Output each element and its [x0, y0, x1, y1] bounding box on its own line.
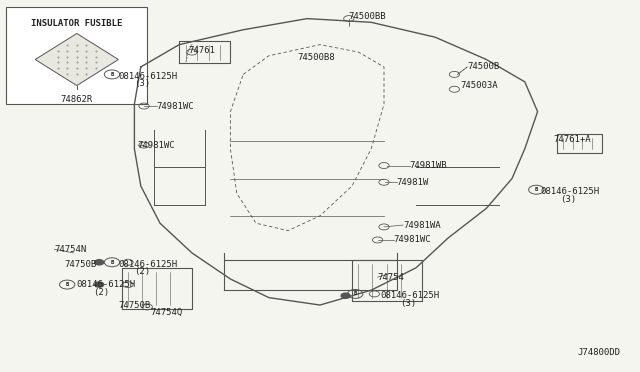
- Text: 745003A: 745003A: [461, 81, 499, 90]
- Text: 74981WC: 74981WC: [157, 102, 195, 110]
- Text: 74981WC: 74981WC: [138, 141, 175, 150]
- Text: 74981WB: 74981WB: [410, 161, 447, 170]
- Text: 74500B8: 74500B8: [298, 53, 335, 62]
- Text: 74754N: 74754N: [54, 245, 86, 254]
- Text: (3): (3): [400, 299, 416, 308]
- Text: (2): (2): [93, 288, 109, 296]
- Text: J74800DD: J74800DD: [578, 348, 621, 357]
- Circle shape: [95, 282, 104, 287]
- Text: 08146-6125H: 08146-6125H: [77, 280, 136, 289]
- Text: 74750B: 74750B: [64, 260, 96, 269]
- Circle shape: [341, 293, 350, 298]
- Text: 74981WC: 74981WC: [394, 235, 431, 244]
- Text: 74754: 74754: [378, 273, 404, 282]
- Text: (2): (2): [134, 267, 150, 276]
- FancyBboxPatch shape: [6, 7, 147, 104]
- Text: 08146-6125H: 08146-6125H: [118, 72, 177, 81]
- Text: (3): (3): [560, 195, 576, 203]
- Text: B: B: [65, 282, 69, 287]
- Text: 08146-6125H: 08146-6125H: [541, 187, 600, 196]
- Text: 74754Q: 74754Q: [150, 308, 182, 317]
- Text: 74750B: 74750B: [118, 301, 150, 310]
- Text: 74981W: 74981W: [397, 178, 429, 187]
- Text: 74981WA: 74981WA: [403, 221, 441, 230]
- Text: 74761: 74761: [189, 46, 216, 55]
- Circle shape: [95, 260, 104, 265]
- Text: 08146-6125H: 08146-6125H: [381, 291, 440, 300]
- Text: 74500B: 74500B: [467, 62, 499, 71]
- Text: 74761+A: 74761+A: [554, 135, 591, 144]
- Text: B: B: [353, 291, 357, 296]
- Polygon shape: [35, 33, 118, 86]
- Text: 08146-6125H: 08146-6125H: [118, 260, 177, 269]
- Text: 74500BB: 74500BB: [349, 12, 387, 21]
- Text: B: B: [110, 72, 114, 77]
- Text: INSULATOR FUSIBLE: INSULATOR FUSIBLE: [31, 19, 122, 28]
- Text: 74862R: 74862R: [61, 95, 93, 104]
- Text: B: B: [534, 187, 538, 192]
- Text: (3): (3): [134, 79, 150, 88]
- Text: B: B: [110, 260, 114, 265]
